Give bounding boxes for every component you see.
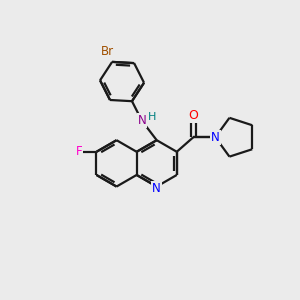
Text: N: N [152,182,161,194]
Text: F: F [76,145,83,158]
Text: N: N [138,114,146,127]
Text: H: H [148,112,157,122]
Text: Br: Br [100,45,114,58]
Text: N: N [211,131,220,144]
Text: O: O [188,109,198,122]
